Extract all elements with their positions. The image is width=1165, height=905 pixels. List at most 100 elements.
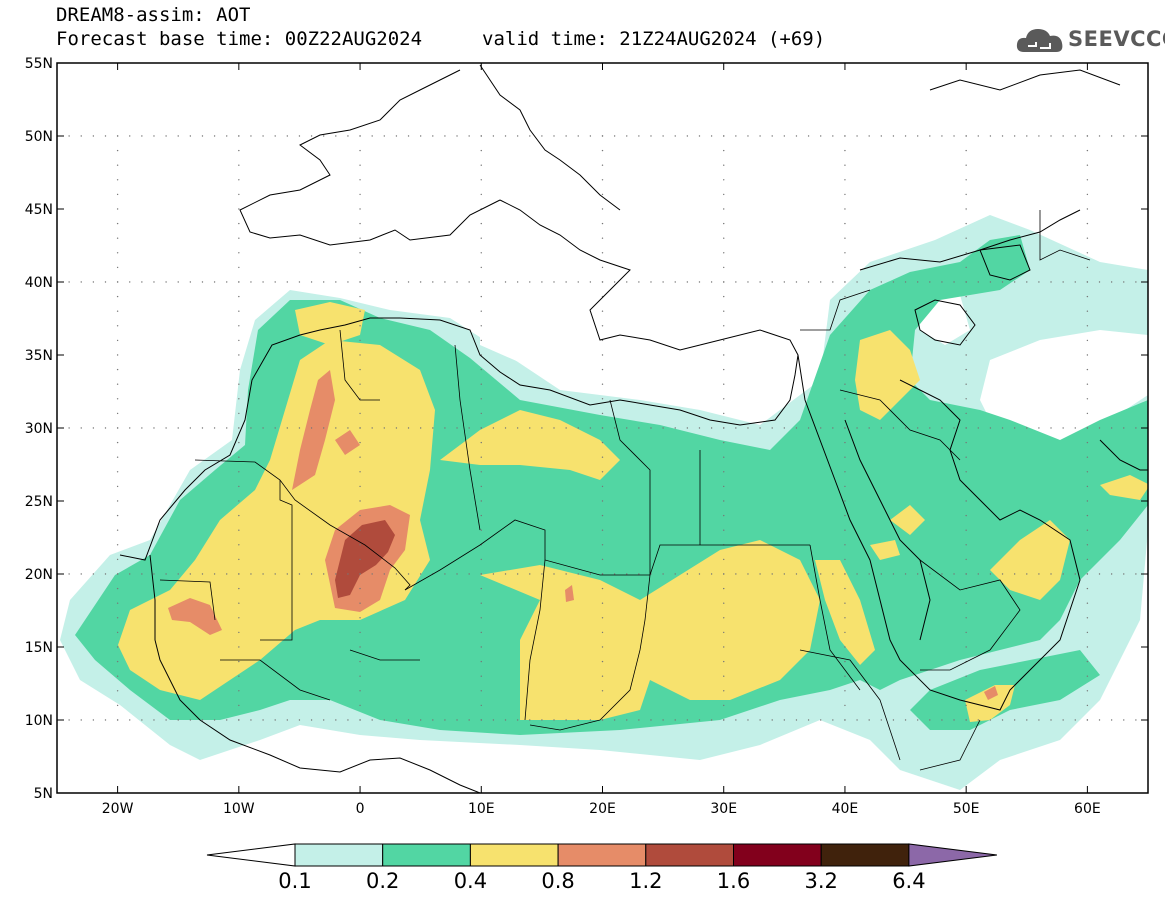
graticule-dot	[116, 675, 119, 677]
graticule-dot	[723, 193, 725, 196]
graticule-dot	[213, 427, 216, 429]
graticule-dot	[153, 573, 155, 575]
graticule-dot	[516, 281, 519, 283]
graticule-dot	[965, 164, 967, 166]
graticule-dot	[965, 339, 967, 342]
lat-label: 30N	[25, 421, 53, 437]
graticule-dot	[359, 412, 361, 415]
graticule-dot	[601, 441, 604, 444]
graticule-dot	[929, 427, 931, 429]
colorbar: 0.1 0.2 0.4 0.8 1.2 1.6 3.2 6.4	[206, 843, 997, 893]
graticule-dot	[844, 252, 846, 254]
graticule-dot	[116, 208, 119, 210]
graticule-dot	[298, 427, 301, 429]
graticule-dot	[153, 719, 155, 721]
graticule-dot	[674, 427, 676, 429]
graticule-dot	[844, 675, 846, 677]
graticule-dot	[1074, 135, 1076, 137]
graticule-dot	[807, 135, 810, 137]
graticule-dot	[613, 281, 616, 283]
graticule-dot	[68, 573, 70, 575]
graticule-dot	[371, 427, 373, 429]
graticule-dot	[189, 573, 192, 575]
graticule-dot	[371, 281, 373, 283]
graticule-dot	[844, 500, 846, 502]
colorbar-segment	[557, 843, 647, 867]
graticule-dot	[601, 631, 604, 634]
graticule-dot	[844, 237, 846, 239]
graticule-dot	[359, 368, 361, 371]
graticule-dot	[1086, 412, 1089, 415]
graticule-dot	[359, 295, 361, 298]
graticule-dot	[116, 602, 119, 604]
graticule-dot	[189, 281, 192, 283]
graticule-dot	[529, 719, 531, 721]
graticule-dot	[1086, 295, 1089, 298]
graticule-dot	[480, 558, 482, 561]
graticule-dot	[1086, 427, 1089, 429]
graticule-dot	[480, 325, 482, 327]
graticule-dot	[916, 573, 919, 575]
graticule-dot	[238, 500, 240, 502]
graticule-dot	[965, 456, 967, 458]
graticule-dot	[407, 573, 410, 575]
graticule-dot	[601, 471, 604, 473]
graticule-dot	[359, 719, 361, 721]
graticule-dot	[601, 383, 604, 385]
graticule-dot	[480, 602, 482, 604]
graticule-dot	[238, 690, 240, 692]
graticule-dot	[723, 456, 725, 458]
graticule-dot	[844, 193, 846, 196]
graticule-dot	[965, 295, 967, 298]
graticule-dot	[359, 602, 361, 604]
graticule-dot	[1038, 135, 1040, 137]
graticule-dot	[723, 295, 725, 298]
graticule-dot	[1086, 675, 1089, 677]
cloud-icon	[1016, 29, 1063, 52]
graticule-dot	[359, 135, 361, 137]
graticule-dot	[965, 690, 967, 692]
graticule-dot	[359, 544, 361, 546]
graticule-dot	[650, 135, 652, 137]
graticule-dot	[868, 135, 870, 137]
graticule-dot	[480, 281, 482, 283]
graticule-dot	[129, 135, 131, 137]
graticule-dot	[965, 617, 967, 619]
graticule-dot	[880, 719, 883, 721]
graticule-dot	[116, 135, 119, 137]
graticule-dot	[965, 208, 967, 210]
graticule-dot	[553, 719, 555, 721]
graticule-dot	[807, 427, 810, 429]
graticule-dot	[359, 252, 361, 254]
forecast-base-time: Forecast base time: 00Z22AUG2024	[56, 28, 423, 50]
graticule-dot	[953, 427, 955, 429]
graticule-dot	[577, 719, 579, 721]
graticule-dot	[68, 135, 70, 137]
aot-contour-1.2-1.6	[335, 520, 395, 598]
graticule-dot	[116, 383, 119, 385]
graticule-dot	[238, 412, 240, 415]
lon-label: 60E	[1074, 801, 1101, 817]
graticule-dot	[844, 441, 846, 444]
graticule-dot	[1038, 719, 1040, 721]
graticule-dot	[880, 573, 883, 575]
graticule-dot	[238, 646, 240, 648]
graticule-dot	[844, 208, 846, 210]
graticule-dot	[1098, 135, 1101, 137]
aot-contour-0.4-0.8-gulf	[1100, 475, 1148, 500]
graticule-dot	[335, 573, 337, 575]
graticule-dot	[723, 237, 725, 239]
graticule-dot	[1026, 427, 1028, 429]
colorbar-label: 0.8	[541, 869, 574, 893]
graticule-dot	[444, 573, 446, 575]
graticule-dot	[844, 631, 846, 634]
graticule-dot	[141, 573, 143, 575]
graticule-dot	[116, 690, 119, 692]
graticule-dot	[456, 719, 458, 721]
graticule-dot	[1013, 281, 1016, 283]
graticule-dot	[1110, 281, 1113, 283]
graticule-dot	[1135, 427, 1137, 429]
graticule-dot	[674, 573, 676, 575]
graticule-dot	[1074, 573, 1076, 575]
graticule-dot	[735, 281, 737, 283]
